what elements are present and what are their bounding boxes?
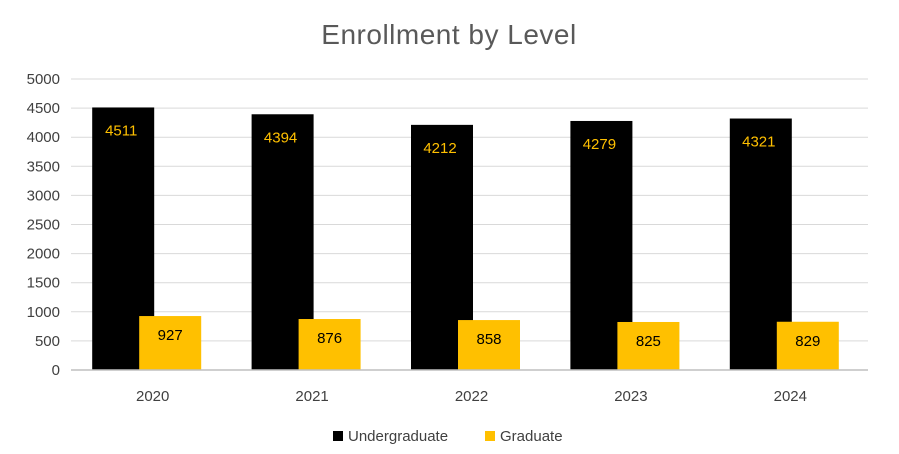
bar-graduate [458, 320, 520, 370]
y-tick-label: 0 [52, 362, 60, 379]
x-tick-label: 2024 [774, 388, 807, 405]
bar-graduate [776, 321, 839, 370]
data-label-graduate: 825 [636, 333, 661, 350]
data-label-undergraduate: 4212 [423, 140, 456, 157]
bar-graduate [617, 321, 680, 370]
data-label-graduate: 927 [158, 327, 183, 344]
x-tick-label: 2020 [136, 388, 169, 405]
bar-graduate [298, 319, 361, 370]
y-tick-label: 1000 [27, 304, 60, 321]
y-tick-label: 3000 [27, 187, 60, 204]
y-tick-label: 4000 [27, 129, 60, 146]
legend-swatch-undergraduate [333, 431, 343, 441]
data-label-graduate: 858 [476, 331, 501, 348]
y-tick-label: 1500 [27, 275, 60, 292]
data-label-undergraduate: 4321 [742, 134, 775, 151]
data-label-undergraduate: 4394 [264, 129, 297, 146]
y-tick-label: 5000 [27, 71, 60, 88]
y-tick-label: 2500 [27, 217, 60, 234]
y-tick-label: 500 [35, 333, 60, 350]
y-tick-label: 4500 [27, 100, 60, 117]
legend-label-graduate: Graduate [500, 428, 563, 445]
legend-swatch-graduate [485, 431, 495, 441]
y-axis: 0 500 1000 1500 2000 2500 3000 3500 4000 4500 5000 [27, 71, 60, 379]
bar-graduate [139, 316, 202, 370]
chart-title: Enrollment by Level [321, 19, 576, 50]
legend: Undergraduate Graduate [333, 428, 563, 445]
data-label-graduate: 876 [317, 330, 342, 347]
data-label-graduate: 829 [795, 333, 820, 350]
legend-label-undergraduate: Undergraduate [348, 428, 448, 445]
data-label-undergraduate: 4279 [583, 136, 616, 153]
y-tick-label: 2000 [27, 246, 60, 263]
x-tick-label: 2022 [455, 388, 488, 405]
data-label-undergraduate: 4511 [105, 122, 137, 139]
y-tick-label: 3500 [27, 158, 60, 175]
bars: 4511 927 4394 876 4212 858 4279 825 4321 829 [92, 107, 839, 371]
x-axis: 2020 2021 2022 2023 2024 [136, 388, 807, 405]
x-tick-label: 2021 [295, 388, 328, 405]
x-tick-label: 2023 [614, 388, 647, 405]
